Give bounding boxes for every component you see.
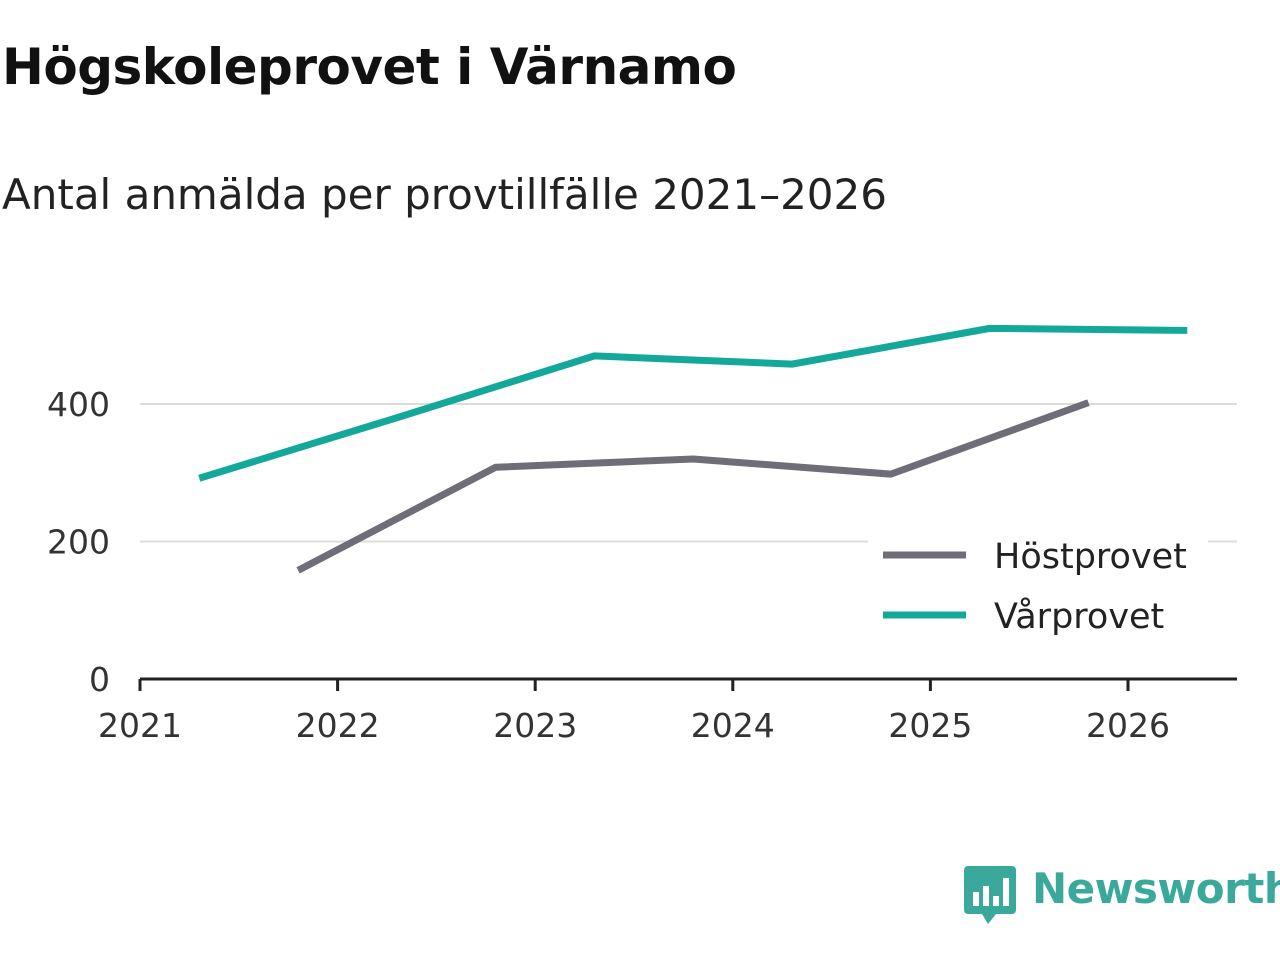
y-tick-label: 200: [47, 523, 110, 562]
x-tick-label: 2021: [98, 706, 182, 745]
y-tick-label: 400: [47, 385, 110, 424]
logo-text: Newsworthy: [1032, 864, 1280, 913]
chart-subtitle: Antal anmälda per provtillfälle 2021–202…: [2, 170, 887, 219]
bar-chart-speech-bubble-icon: [964, 866, 1016, 924]
legend: Höstprovet Vårprovet: [868, 528, 1208, 644]
legend-background: [868, 528, 1208, 644]
x-tick-label: 2026: [1086, 706, 1170, 745]
x-tick-label: 2023: [493, 706, 577, 745]
x-tick-label: 2022: [296, 706, 380, 745]
x-tick-label: 2025: [888, 706, 972, 745]
newsworthy-logo: Newsworthy: [964, 862, 1280, 926]
x-axis: 2021 2022 2023 2024 2025 2026: [98, 677, 1237, 745]
series-line-höstprovet: [296, 399, 1090, 574]
legend-label: Höstprovet: [994, 537, 1187, 577]
series-lines: [198, 324, 1188, 574]
x-tick-label: 2024: [691, 706, 775, 745]
series-line-vårprovet: [198, 324, 1188, 482]
legend-label: Vårprovet: [994, 596, 1164, 637]
y-tick-label: 0: [89, 660, 110, 699]
chart-title: Högskoleprovet i Värnamo: [2, 38, 737, 96]
